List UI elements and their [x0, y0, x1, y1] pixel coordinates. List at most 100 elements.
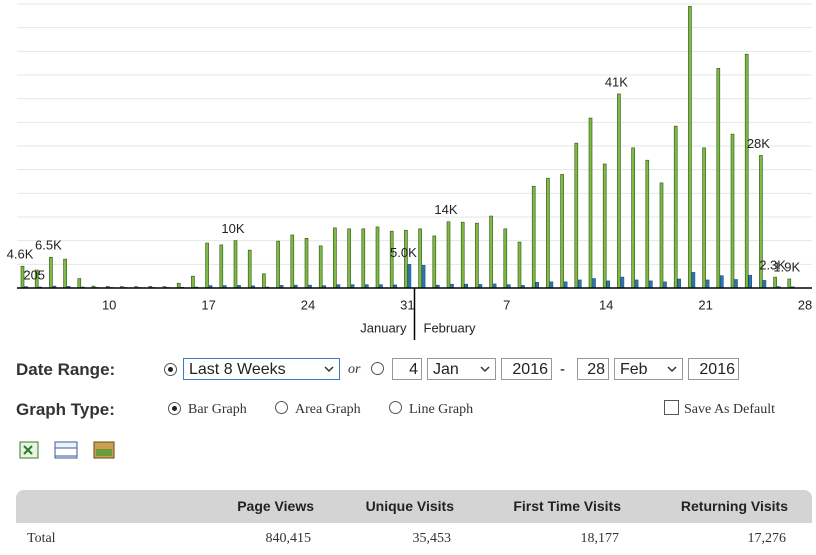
- xls-icon[interactable]: [19, 441, 39, 459]
- bar: [549, 281, 554, 289]
- to-month-text: Feb: [620, 361, 648, 378]
- x-tick-label: 31: [400, 297, 414, 312]
- chart: 4.6K6.5K 10K 14K 41K 28K 2.3K1.9K 205 5.0K 10 17 2…: [7, 3, 812, 340]
- preset-select[interactable]: Last 8 Weeks: [183, 358, 340, 380]
- x-tick-label: 7: [503, 297, 510, 312]
- data-label: 5.0K: [390, 245, 417, 260]
- bar: [688, 6, 692, 289]
- bar: [748, 274, 753, 289]
- graph-type-option: Area Graph: [295, 402, 361, 417]
- bar: [247, 249, 252, 289]
- bar: [361, 228, 366, 289]
- bar: [691, 272, 696, 289]
- column-header: Returning Visits: [680, 498, 788, 514]
- bar: [205, 242, 209, 289]
- bar: [574, 142, 579, 289]
- bar: [592, 278, 596, 289]
- bar: [233, 240, 238, 289]
- bar: [588, 117, 593, 289]
- bar: [716, 68, 721, 289]
- bar: [347, 228, 351, 289]
- bar: [744, 53, 749, 289]
- csv-icon[interactable]: [54, 441, 78, 459]
- bar: [290, 234, 295, 289]
- bar: [734, 279, 738, 289]
- month-label: January: [360, 320, 407, 335]
- x-tick-label: 17: [201, 297, 215, 312]
- from-day[interactable]: 4: [392, 358, 422, 380]
- bar: [677, 278, 682, 289]
- bar: [49, 256, 53, 289]
- cell: 17,276: [747, 531, 787, 546]
- bar: [645, 159, 650, 289]
- bar: [304, 238, 309, 289]
- bar: [219, 244, 224, 289]
- to-month[interactable]: Feb: [614, 358, 683, 380]
- bar: [663, 281, 667, 289]
- checkbox[interactable]: [664, 400, 679, 415]
- bar: [787, 278, 792, 289]
- radio-line[interactable]: [389, 401, 402, 414]
- radio-area[interactable]: [275, 401, 288, 414]
- bar: [535, 282, 540, 289]
- bar: [503, 228, 508, 289]
- x-tick-label: 24: [301, 297, 315, 312]
- x-tick-label: 10: [102, 297, 116, 312]
- bar: [606, 280, 611, 289]
- bar: [705, 279, 710, 289]
- bar: [617, 93, 621, 289]
- bar: [659, 182, 664, 289]
- bar: [407, 264, 412, 289]
- bar: [276, 240, 280, 289]
- bar: [648, 280, 653, 289]
- cell: 35,453: [412, 531, 452, 546]
- bar: [546, 177, 550, 289]
- cell: 18,177: [580, 531, 620, 546]
- data-label: 2.3K: [759, 258, 786, 273]
- bar: [730, 133, 735, 289]
- column-header: Unique Visits: [365, 498, 454, 514]
- png-icon[interactable]: [93, 441, 115, 459]
- month-label: February: [424, 320, 477, 335]
- from-month[interactable]: Jan: [427, 358, 496, 380]
- bar: [773, 276, 777, 289]
- data-label: 4.6K: [7, 247, 34, 262]
- bar: [602, 163, 607, 289]
- bar: [634, 279, 639, 289]
- arrow: [480, 366, 490, 373]
- table-header: [16, 490, 812, 523]
- data-label: 28K: [747, 136, 770, 151]
- bar: [63, 258, 67, 289]
- bar: [719, 275, 724, 289]
- save-default-text: Save As Default: [684, 402, 775, 417]
- from-year[interactable]: 2016: [501, 358, 552, 380]
- column-header: Page Views: [237, 498, 314, 514]
- bar: [375, 226, 380, 289]
- radio-custom[interactable]: [371, 362, 384, 375]
- date-range-label: Date Range:: [16, 360, 116, 379]
- dash: -: [560, 361, 565, 378]
- x-tick-label: 28: [798, 297, 812, 312]
- bar: [577, 279, 582, 289]
- bar: [762, 280, 767, 289]
- data-label: 6.5K: [35, 238, 62, 253]
- to-day[interactable]: 28: [577, 358, 609, 380]
- graph-type-option: Line Graph: [409, 402, 474, 417]
- x-tick-label: 14: [599, 297, 613, 312]
- graph-type-option: Bar Graph: [188, 402, 247, 417]
- bar: [318, 245, 323, 289]
- data-label: 205: [23, 267, 45, 282]
- bar: [563, 281, 568, 289]
- bar: [517, 241, 522, 289]
- radio-preset[interactable]: [164, 363, 177, 376]
- graph-type-label: Graph Type:: [16, 400, 115, 419]
- data-label: 10K: [221, 221, 244, 236]
- bar: [418, 228, 422, 289]
- to-year[interactable]: 2016: [688, 358, 739, 380]
- bar: [446, 221, 451, 289]
- or-text: or: [348, 362, 361, 377]
- bar: [489, 215, 493, 289]
- radio-bar[interactable]: [168, 402, 181, 415]
- bar: [560, 174, 564, 289]
